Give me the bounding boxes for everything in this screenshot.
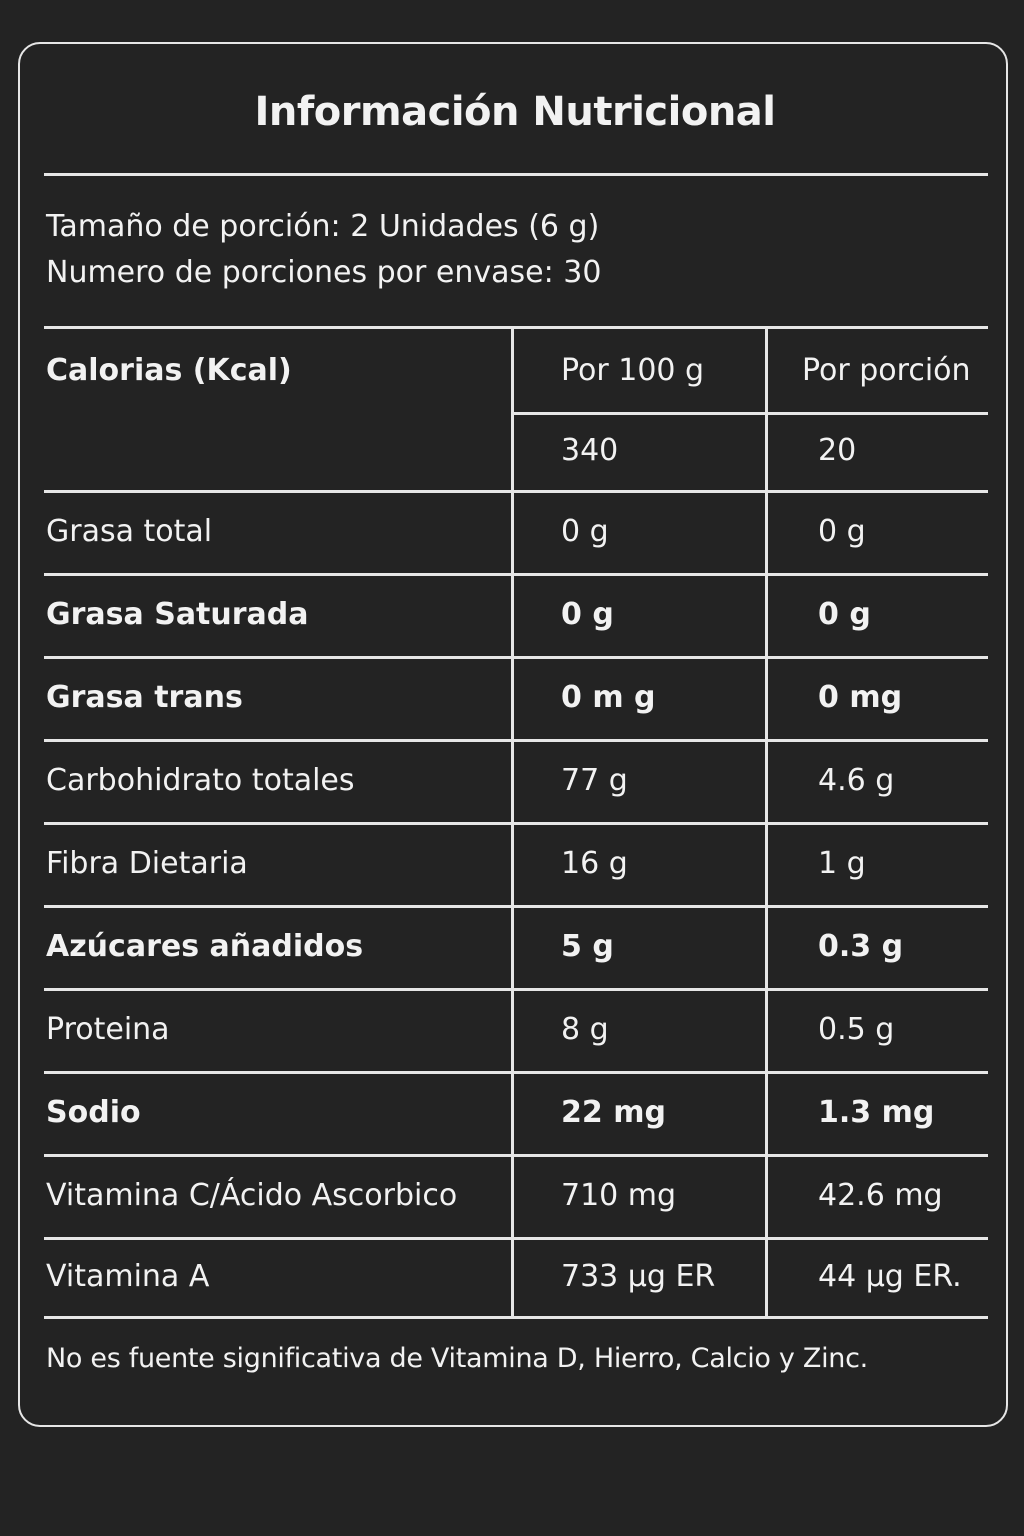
column-header-per-serving: Por porción [802,353,971,388]
nutrient-per-serving: 0 g [818,514,866,549]
nutrient-per-serving: 1 g [818,846,866,881]
nutrient-per-100g: 22 mg [561,1095,666,1130]
nutrient-name: Proteina [46,1012,170,1047]
nutrient-per-100g: 733 μg ER [561,1259,716,1294]
calories-per-100g: 340 [561,433,619,468]
calories-per-serving: 20 [818,433,857,468]
nutrient-name: Fibra Dietaria [46,846,248,881]
nutrient-per-100g: 710 mg [561,1178,677,1213]
nutrient-name: Carbohidrato totales [46,763,355,798]
nutrient-per-100g: 8 g [561,1012,609,1047]
nutrient-per-serving: 4.6 g [818,763,895,798]
row-divider [44,905,988,908]
divider-table-bottom [44,1316,988,1319]
nutrient-per-100g: 16 g [561,846,628,881]
nutrient-name: Azúcares añadidos [46,929,364,964]
divider-table-top [44,326,988,329]
nutrient-per-100g: 0 g [561,597,614,632]
nutrient-name: Sodio [46,1095,141,1130]
nutrient-per-serving: 0 mg [818,680,903,715]
nutrient-name: Vitamina C/Ácido Ascorbico [46,1178,458,1213]
row-divider [44,656,988,659]
label-title: Información Nutricional [254,89,776,135]
nutrient-per-100g: 5 g [561,929,614,964]
nutrient-per-serving: 1.3 mg [818,1095,935,1130]
nutrient-name: Grasa Saturada [46,597,309,632]
column-header-per-100g: Por 100 g [561,353,705,388]
row-divider [44,739,988,742]
row-divider [44,822,988,825]
row-divider [44,1237,988,1240]
row-divider [44,1071,988,1074]
row-divider [44,573,988,576]
nutrient-name: Vitamina A [46,1259,210,1294]
nutrient-per-serving: 42.6 mg [818,1178,943,1213]
row-divider [44,988,988,991]
divider-header-sub [512,412,988,415]
nutrient-per-100g: 0 m g [561,680,656,715]
row-divider [44,490,988,493]
row-divider [44,1154,988,1157]
nutrient-per-100g: 77 g [561,763,628,798]
serving-size: Tamaño de porción: 2 Unidades (6 g) [46,209,600,244]
nutrient-per-100g: 0 g [561,514,609,549]
calories-label: Calorias (Kcal) [46,353,292,388]
nutrient-per-serving: 0.3 g [818,929,904,964]
nutrient-name: Grasa trans [46,680,243,715]
nutrient-per-serving: 0 g [818,597,871,632]
nutrient-per-serving: 44 μg ER. [818,1259,962,1294]
servings-per-container: Numero de porciones por envase: 30 [46,255,602,290]
divider-title [44,173,988,176]
nutrition-label: Información Nutricional Tamaño de porció… [18,42,1008,1427]
footnote: No es fuente significativa de Vitamina D… [46,1343,868,1374]
nutrient-name: Grasa total [46,514,213,549]
nutrient-per-serving: 0.5 g [818,1012,895,1047]
